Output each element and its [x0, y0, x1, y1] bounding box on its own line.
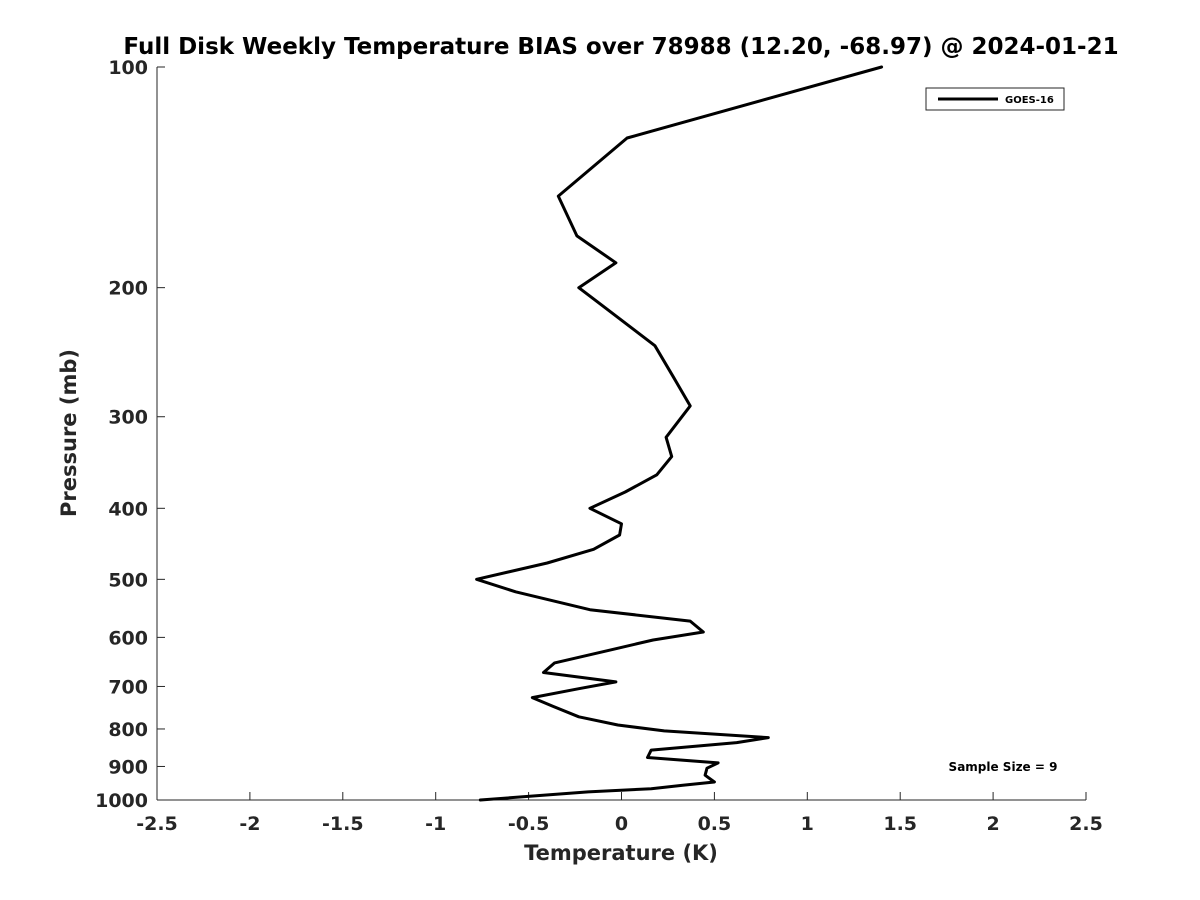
- sample-size-annotation: Sample Size = 9: [949, 760, 1058, 774]
- x-tick-label: 2.5: [1069, 813, 1103, 835]
- x-tick-label: -0.5: [508, 813, 550, 835]
- x-tick-label: 0: [615, 813, 628, 835]
- y-tick-label: 800: [108, 719, 148, 741]
- y-tick-label: 300: [108, 407, 148, 429]
- x-tick-label: -2: [239, 813, 260, 835]
- chart-title: Full Disk Weekly Temperature BIAS over 7…: [123, 34, 1118, 60]
- y-tick-label: 700: [108, 676, 148, 698]
- x-axis-label: Temperature (K): [524, 841, 718, 865]
- x-tick-label: -2.5: [136, 813, 178, 835]
- axis-ticks: -2.5 -2 -1.5 -1 -0.5 0 0.5 1 1.5 2 2.5 100 200 300 400…: [95, 57, 1103, 835]
- x-tick-label: -1.5: [322, 813, 364, 835]
- x-tick-label: 1: [801, 813, 814, 835]
- y-tick-label: 900: [108, 756, 148, 778]
- legend-entry-goes-16: GOES-16: [1005, 95, 1054, 106]
- x-tick-label: -1: [425, 813, 446, 835]
- x-tick-label: 1.5: [883, 813, 917, 835]
- y-tick-label: 500: [108, 569, 148, 591]
- y-tick-label: 400: [108, 498, 148, 520]
- y-axis-label: Pressure (mb): [57, 349, 81, 517]
- series-line-goes-16: [475, 65, 884, 802]
- y-tick-label: 600: [108, 627, 148, 649]
- x-tick-label: 0.5: [698, 813, 732, 835]
- legend: GOES-16: [925, 87, 1065, 111]
- y-tick-label: 1000: [95, 790, 148, 812]
- series-layer: [475, 65, 884, 802]
- x-tick-label: 2: [986, 813, 999, 835]
- y-tick-label: 200: [108, 278, 148, 300]
- y-tick-label: 100: [108, 57, 148, 79]
